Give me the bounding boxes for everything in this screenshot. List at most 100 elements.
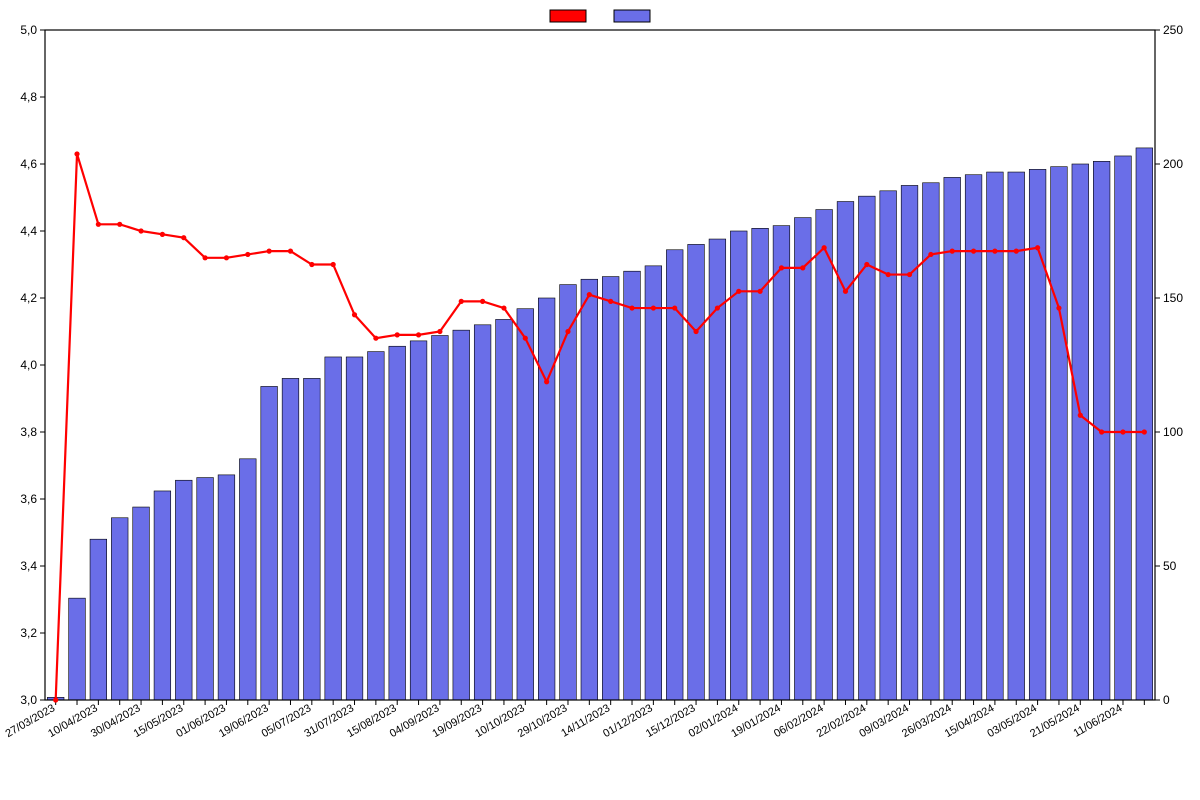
bar — [752, 228, 769, 700]
line-marker — [117, 222, 122, 227]
bar — [368, 352, 385, 700]
line-marker — [928, 252, 933, 257]
bar — [154, 491, 171, 700]
line-marker — [459, 299, 464, 304]
y-left-tick-label: 5,0 — [20, 23, 37, 37]
bar — [538, 298, 555, 700]
bar — [304, 378, 321, 700]
line-marker — [309, 262, 314, 267]
bar — [325, 357, 342, 700]
bar — [197, 478, 214, 700]
bar — [517, 309, 534, 700]
line-marker — [138, 228, 143, 233]
bar — [410, 341, 427, 700]
line-marker — [437, 329, 442, 334]
y-left-tick-label: 4,6 — [20, 157, 37, 171]
combo-chart: 3,03,23,43,63,84,04,24,44,64,85,00501001… — [0, 0, 1200, 800]
line-marker — [822, 245, 827, 250]
line-marker — [160, 232, 165, 237]
line-marker — [331, 262, 336, 267]
bar — [624, 271, 641, 700]
bar — [175, 480, 192, 700]
bar — [432, 336, 449, 700]
y-right-tick-label: 100 — [1163, 425, 1183, 439]
bar — [794, 218, 811, 700]
bar — [1051, 167, 1068, 700]
y-left-tick-label: 3,2 — [20, 626, 37, 640]
line-marker — [181, 235, 186, 240]
line-marker — [715, 305, 720, 310]
bar — [261, 386, 278, 700]
y-left-tick-label: 3,6 — [20, 492, 37, 506]
line-marker — [864, 262, 869, 267]
line-marker — [202, 255, 207, 260]
line-marker — [1142, 429, 1147, 434]
line-marker — [1035, 245, 1040, 250]
y-left-tick-label: 3,8 — [20, 425, 37, 439]
y-left-tick-label: 3,0 — [20, 693, 37, 707]
line-marker — [629, 305, 634, 310]
legend-swatch-line — [550, 10, 586, 22]
line-marker — [843, 289, 848, 294]
bar — [218, 475, 235, 700]
line-marker — [53, 697, 58, 702]
line-marker — [1120, 429, 1125, 434]
line-marker — [245, 252, 250, 257]
y-right-tick-label: 150 — [1163, 291, 1183, 305]
line-marker — [523, 336, 528, 341]
bar — [730, 231, 747, 700]
line-marker — [886, 272, 891, 277]
line-marker — [373, 336, 378, 341]
line-marker — [288, 249, 293, 254]
bar — [389, 346, 406, 700]
bar — [282, 378, 299, 700]
y-right-tick-label: 250 — [1163, 23, 1183, 37]
line-marker — [1078, 413, 1083, 418]
y-left-tick-label: 4,4 — [20, 224, 37, 238]
y-left-tick-label: 3,4 — [20, 559, 37, 573]
y-left-tick-label: 4,0 — [20, 358, 37, 372]
line-marker — [565, 329, 570, 334]
line-marker — [267, 249, 272, 254]
y-left-tick-label: 4,8 — [20, 90, 37, 104]
line-marker — [96, 222, 101, 227]
line-marker — [950, 249, 955, 254]
line-marker — [544, 379, 549, 384]
bar — [69, 598, 86, 700]
bar — [111, 518, 128, 700]
bar — [1136, 148, 1153, 700]
line-marker — [352, 312, 357, 317]
bar — [90, 539, 107, 700]
bar — [944, 177, 961, 700]
bar — [645, 266, 662, 700]
bar — [581, 279, 598, 700]
line-marker — [736, 289, 741, 294]
y-right-tick-label: 200 — [1163, 157, 1183, 171]
line-marker — [395, 332, 400, 337]
line-marker — [672, 305, 677, 310]
line-marker — [608, 299, 613, 304]
line-marker — [971, 249, 976, 254]
line-marker — [693, 329, 698, 334]
bar — [773, 226, 790, 700]
bar — [666, 250, 683, 700]
line-marker — [416, 332, 421, 337]
bar — [474, 325, 491, 700]
line-marker — [480, 299, 485, 304]
y-right-tick-label: 50 — [1163, 559, 1177, 573]
bar — [837, 202, 854, 700]
bar — [346, 357, 363, 700]
line-marker — [224, 255, 229, 260]
legend-swatch-bar — [614, 10, 650, 22]
bar — [901, 185, 918, 700]
bar — [133, 507, 150, 700]
bar — [880, 191, 897, 700]
bar — [688, 244, 705, 700]
bar — [453, 330, 470, 700]
bar — [1072, 164, 1089, 700]
bar — [602, 277, 619, 700]
bar — [496, 319, 513, 700]
line-marker — [907, 272, 912, 277]
line-marker — [757, 289, 762, 294]
bar — [1115, 156, 1132, 700]
